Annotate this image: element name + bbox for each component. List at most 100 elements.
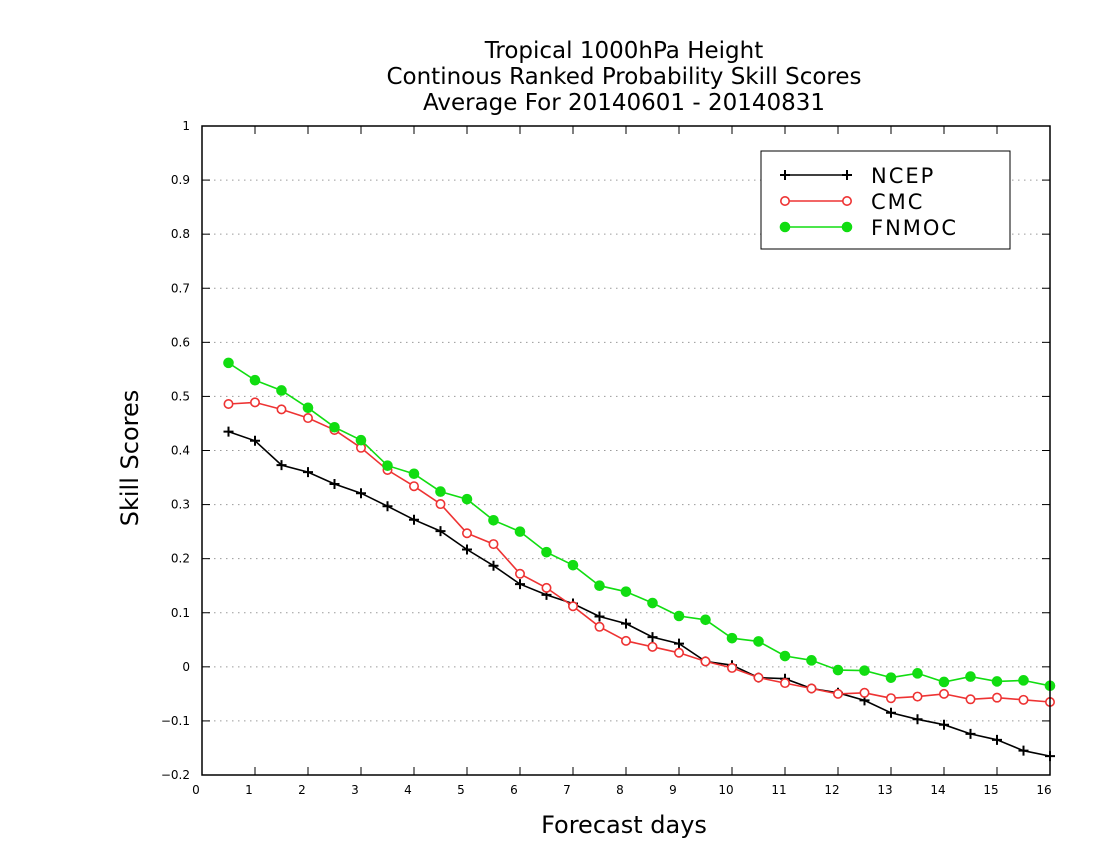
data-point [674, 638, 684, 649]
data-point [673, 610, 685, 622]
data-point [912, 691, 923, 702]
y-tick-label: −0.2 [161, 768, 190, 782]
series-ncep [223, 426, 1055, 762]
chart-title-line: Continous Ranked Probability Skill Score… [386, 64, 861, 90]
x-tick-label: 15 [983, 783, 998, 797]
data-point [647, 597, 658, 609]
data-point [409, 514, 419, 525]
data-point [488, 560, 499, 571]
y-tick-label: 0.4 [171, 444, 190, 458]
data-point [991, 676, 1003, 687]
data-point [620, 586, 632, 597]
y-tick-label: 0.9 [171, 173, 190, 187]
data-point [461, 528, 472, 539]
data-point [939, 719, 949, 730]
series-line [228, 362, 1051, 687]
data-point [514, 526, 526, 537]
data-point [567, 601, 578, 612]
x-tick-label: 11 [771, 783, 786, 797]
data-point [965, 694, 976, 705]
data-point [806, 655, 817, 666]
series-fnmoc [223, 357, 1056, 692]
series-cmc [223, 397, 1056, 707]
data-point [647, 641, 658, 652]
data-point [859, 687, 870, 698]
data-point [594, 621, 605, 632]
data-point [700, 614, 711, 626]
data-point [435, 499, 446, 510]
data-point [753, 636, 764, 647]
data-point [673, 647, 684, 658]
chart-title-line: Tropical 1000hPa Height [484, 38, 764, 64]
data-point [726, 662, 737, 673]
series-line [228, 430, 1051, 757]
data-point [250, 397, 261, 408]
x-tick-label: 14 [930, 783, 945, 797]
x-axis-label: Forecast days [541, 811, 707, 839]
data-point [779, 196, 790, 207]
axis-ticks: −0.2−0.100.10.20.30.40.50.60.70.80.910 1 2… [161, 119, 1052, 797]
legend-label: FNMOC [871, 216, 958, 240]
data-point [302, 413, 313, 424]
data-point [859, 665, 870, 676]
data-point [435, 526, 446, 537]
data-point [461, 493, 473, 505]
data-point [806, 683, 817, 694]
data-point [382, 501, 393, 512]
x-tick-label: 5 [457, 783, 465, 797]
data-point [842, 170, 852, 180]
y-tick-label: 0.6 [171, 335, 190, 349]
y-tick-label: 1 [182, 119, 190, 133]
data-point [912, 668, 923, 679]
legend-item-ncep: NCEP [780, 164, 935, 188]
y-tick-label: 0.3 [171, 498, 190, 512]
x-tick-label: 7 [563, 783, 571, 797]
y-tick-label: 0 [182, 660, 190, 674]
data-point [726, 632, 738, 644]
x-tick-label: 9 [669, 783, 677, 797]
x-tick-label: 1 [245, 783, 253, 797]
data-point [276, 385, 287, 396]
data-point [594, 580, 605, 592]
data-point [779, 650, 791, 662]
data-point [488, 514, 499, 526]
data-point [886, 707, 896, 718]
data-point [841, 196, 852, 207]
y-tick-label: 0.5 [171, 389, 190, 403]
data-point [329, 479, 340, 490]
data-point [276, 404, 287, 415]
series-layer [223, 357, 1056, 762]
data-point [620, 635, 631, 646]
x-tick-label: 4 [404, 783, 412, 797]
data-point [938, 688, 949, 699]
data-point [832, 688, 843, 699]
data-point [700, 656, 711, 667]
x-tick-label: 13 [877, 783, 892, 797]
data-point [1018, 675, 1029, 686]
data-point [991, 692, 1002, 703]
data-point [329, 421, 340, 433]
y-tick-label: 0.2 [171, 552, 190, 566]
data-point [382, 460, 393, 471]
chart-title-line: Average For 20140601 - 20140831 [423, 90, 825, 116]
x-tick-label: 0 [192, 783, 200, 797]
data-point [938, 676, 950, 688]
data-point [780, 170, 790, 180]
y-tick-label: 0.1 [171, 606, 190, 620]
x-tick-label: 16 [1036, 783, 1051, 797]
data-point [965, 671, 976, 682]
data-point [841, 221, 853, 233]
data-point [408, 468, 420, 480]
data-point [435, 486, 446, 497]
data-point [779, 221, 791, 233]
y-tick-label: 0.7 [171, 281, 190, 295]
data-point [408, 481, 419, 492]
legend-label: NCEP [871, 164, 935, 188]
data-point [276, 460, 287, 471]
data-point [753, 672, 764, 683]
x-tick-label: 12 [824, 783, 839, 797]
data-point [885, 693, 896, 704]
